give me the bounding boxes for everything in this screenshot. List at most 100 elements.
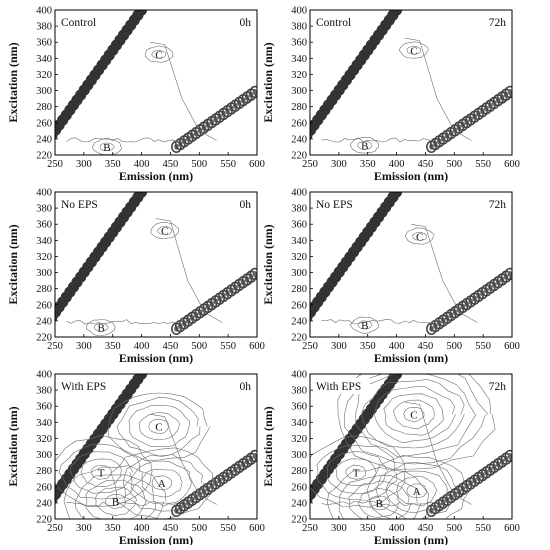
x-tick-label: 300 [331, 341, 347, 352]
eem-panel: C T A B 250 300 350 400 450 500 550 600 220 240 260 280… [6, 370, 265, 548]
time-label: 0h [240, 381, 252, 393]
second-order-scatter-core [252, 271, 257, 278]
y-tick-label: 240 [291, 134, 307, 145]
x-tick-label: 550 [475, 523, 491, 534]
plot-area [310, 192, 512, 335]
y-tick-label: 400 [291, 370, 307, 381]
contour-line [66, 319, 183, 325]
y-tick-label: 360 [291, 220, 307, 231]
y-tick-label: 280 [36, 466, 52, 477]
second-order-scatter-core [507, 453, 512, 460]
contour-line [393, 399, 436, 430]
y-tick-label: 240 [36, 316, 52, 327]
condition-label-bg [314, 14, 370, 30]
x-tick-label: 550 [220, 341, 236, 352]
contour-line [144, 45, 174, 63]
contour-line [383, 393, 444, 436]
y-tick-label: 220 [291, 333, 307, 344]
contour-line [355, 374, 477, 458]
contour-line [131, 460, 192, 504]
condition-label-bg [59, 378, 115, 394]
contour-line [80, 458, 122, 487]
scatter-band-mark [390, 192, 403, 198]
y-tick-label: 300 [36, 268, 52, 279]
condition-label: With EPS [61, 381, 106, 393]
contour-line [110, 447, 214, 519]
second-order-scatter-core [252, 453, 257, 460]
plot-area [55, 374, 257, 519]
y-tick-label: 260 [36, 300, 52, 311]
plot-area [310, 10, 512, 154]
peak-label: C [416, 231, 423, 243]
y-tick-label: 380 [36, 22, 52, 33]
x-tick-label: 500 [446, 341, 462, 352]
y-tick-label: 220 [36, 515, 52, 526]
contour-line [412, 231, 428, 241]
peak-label: C [410, 409, 417, 421]
contour-line [403, 406, 425, 423]
condition-label: Control [316, 17, 351, 29]
time-label: 72h [489, 381, 507, 393]
plot-frame [309, 9, 513, 156]
eem-panel: C B 250 300 350 400 450 500 550 600 220 240 260 280 30… [6, 188, 265, 366]
y-tick-label: 400 [291, 188, 307, 199]
x-tick-label: 300 [331, 159, 347, 170]
x-tick-label: 450 [163, 159, 179, 170]
contour-line [348, 480, 412, 519]
x-tick-label: 500 [191, 159, 207, 170]
y-tick-label: 240 [36, 498, 52, 509]
contour-line [105, 494, 126, 509]
y-tick-label: 400 [36, 188, 52, 199]
condition-label: No EPS [316, 199, 353, 211]
second-order-scatter-mark [504, 449, 512, 463]
x-tick-label: 600 [504, 159, 520, 170]
x-tick-label: 500 [446, 159, 462, 170]
contour-line [66, 137, 183, 143]
contour-line [128, 404, 190, 447]
x-tick-label: 350 [105, 523, 121, 534]
y-tick-label: 280 [291, 466, 307, 477]
contour-line [345, 464, 367, 480]
x-tick-label: 450 [418, 159, 434, 170]
y-tick-label: 300 [291, 86, 307, 97]
x-axis-title: Emission (nm) [119, 169, 193, 183]
contour-line [66, 501, 183, 507]
peak-label: B [112, 496, 119, 508]
x-tick-label: 250 [47, 159, 63, 170]
contour-line [141, 468, 183, 498]
contour-line [335, 458, 377, 487]
time-label: 0h [240, 199, 252, 211]
contour-line [151, 49, 167, 59]
y-tick-label: 260 [291, 118, 307, 129]
y-tick-label: 360 [36, 402, 52, 413]
y-tick-label: 280 [36, 102, 52, 113]
contour-line [321, 501, 438, 507]
plot-frame [54, 191, 258, 338]
contour-line [310, 435, 406, 508]
peak-label: C [155, 421, 162, 433]
y-tick-label: 240 [291, 316, 307, 327]
contour-line [157, 226, 173, 235]
contour-line [406, 45, 422, 55]
time-label: 72h [489, 17, 507, 29]
y-tick-label: 380 [36, 204, 52, 215]
y-tick-label: 280 [291, 102, 307, 113]
plot-frame [54, 9, 258, 156]
x-tick-label: 400 [134, 523, 150, 534]
y-tick-label: 280 [36, 284, 52, 295]
contour-envelope [155, 218, 223, 323]
x-tick-label: 250 [47, 341, 63, 352]
y-tick-label: 260 [291, 482, 307, 493]
x-tick-label: 250 [47, 523, 63, 534]
contour-line [321, 319, 438, 325]
peak-label: B [103, 142, 110, 154]
x-tick-label: 350 [105, 159, 121, 170]
contour-line [338, 474, 422, 519]
y-tick-label: 380 [291, 22, 307, 33]
y-axis-title: Excitation (nm) [261, 406, 275, 486]
x-tick-label: 350 [105, 341, 121, 352]
condition-label-bg [314, 378, 370, 394]
contour-line [373, 386, 456, 444]
y-tick-label: 240 [36, 134, 52, 145]
second-order-scatter-mark [249, 449, 257, 463]
